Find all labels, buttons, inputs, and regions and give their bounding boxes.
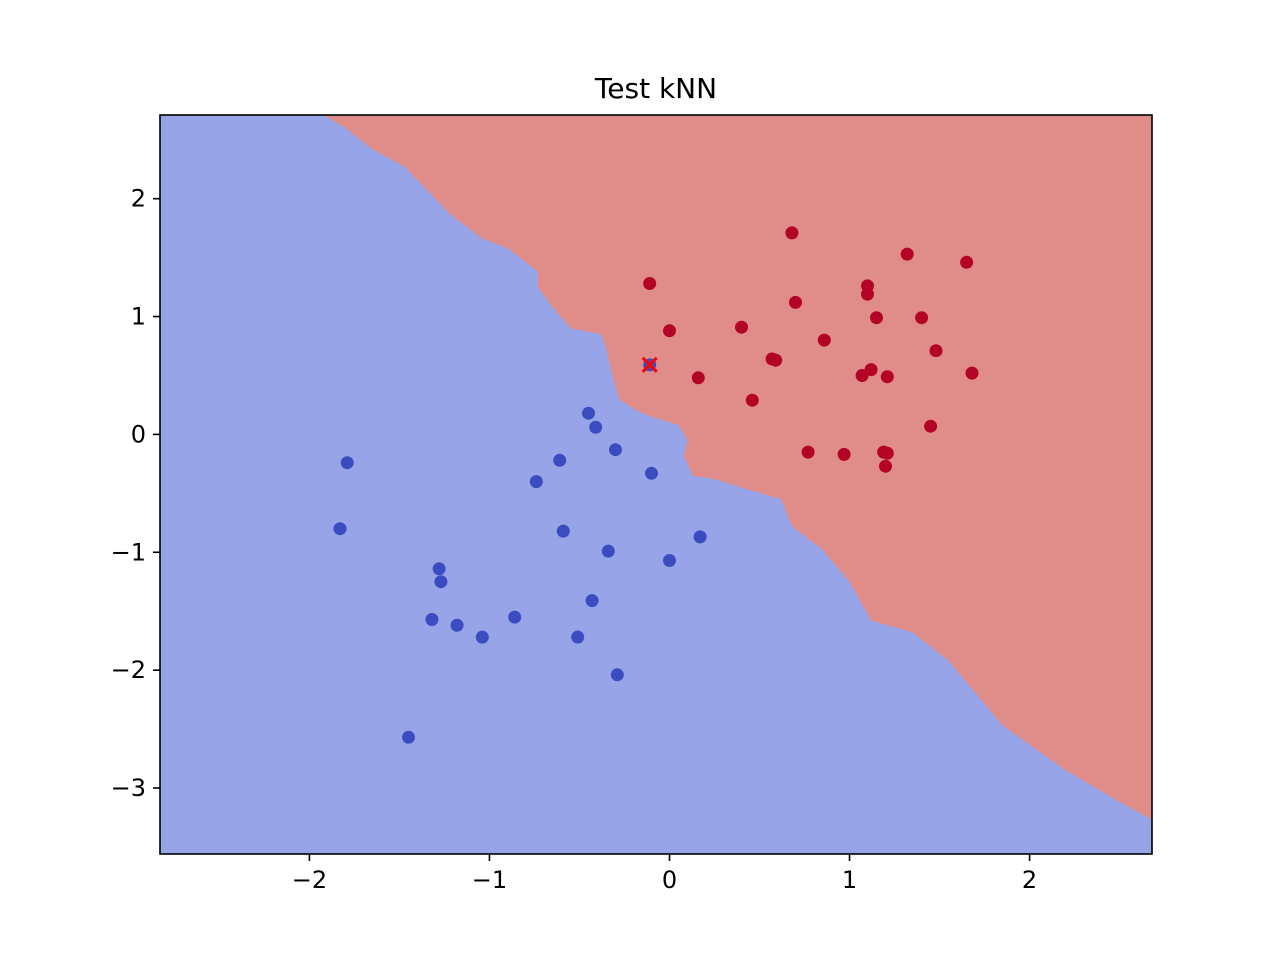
class-0-point bbox=[585, 594, 599, 608]
class-1-point bbox=[691, 371, 705, 385]
y-tick-label: 1 bbox=[131, 303, 146, 331]
x-tick-label: −1 bbox=[472, 866, 507, 894]
class-1-point bbox=[801, 445, 815, 459]
class-1-point bbox=[870, 311, 883, 325]
class-0-point bbox=[589, 420, 603, 434]
y-tick-label: −2 bbox=[111, 656, 146, 684]
class-1-point bbox=[880, 446, 894, 460]
class-1-point bbox=[663, 324, 676, 338]
class-0-point bbox=[610, 668, 624, 682]
x-tick-label: 0 bbox=[662, 866, 677, 894]
y-tick-label: 0 bbox=[131, 420, 146, 448]
class-1-point bbox=[900, 247, 914, 261]
class-0-point bbox=[432, 562, 446, 576]
class-0-point bbox=[645, 466, 658, 480]
x-tick-label: 2 bbox=[1022, 866, 1037, 894]
class-0-point bbox=[434, 575, 448, 589]
y-tick-label: −1 bbox=[111, 538, 146, 566]
class-1-point bbox=[785, 226, 799, 240]
x-tick-label: 1 bbox=[842, 866, 857, 894]
axes-frame bbox=[159, 114, 1153, 855]
class-1-point bbox=[735, 320, 748, 334]
class-0-point bbox=[571, 630, 585, 644]
plot-area bbox=[160, 115, 1152, 854]
class-1-point bbox=[643, 277, 657, 290]
class-1-point bbox=[817, 333, 831, 347]
y-axis: 2 1 0 −1 −2 −3 bbox=[111, 185, 160, 802]
y-tick-label: 2 bbox=[131, 185, 146, 213]
class-1-region bbox=[323, 115, 1152, 820]
class-1-point bbox=[879, 459, 892, 473]
class-1-point bbox=[864, 363, 878, 377]
class-0-point bbox=[609, 443, 622, 457]
chart-title: Test kNN bbox=[594, 72, 717, 105]
class-0-point bbox=[553, 453, 567, 467]
class-0-point bbox=[582, 406, 595, 420]
class-1-point bbox=[861, 287, 874, 301]
x-axis: −2 −1 0 1 2 bbox=[292, 854, 1037, 894]
class-0-point bbox=[333, 522, 347, 536]
class-1-point bbox=[769, 353, 783, 367]
class-0-point bbox=[475, 630, 489, 644]
class-0-point bbox=[693, 530, 707, 544]
class-1-point bbox=[880, 370, 894, 384]
class-1-point bbox=[965, 366, 979, 380]
class-0-point bbox=[663, 554, 676, 567]
class-0-point bbox=[340, 456, 354, 470]
class-0-point bbox=[402, 730, 415, 744]
class-1-point bbox=[745, 393, 759, 407]
class-1-point bbox=[960, 255, 974, 269]
class-1-point bbox=[915, 311, 929, 325]
class-0-point bbox=[425, 613, 439, 626]
class-0-point bbox=[450, 618, 464, 632]
class-1-point bbox=[789, 295, 802, 309]
class-0-point bbox=[556, 524, 570, 538]
class-1-point bbox=[924, 419, 938, 433]
test-point-cross-marker bbox=[641, 356, 658, 373]
y-tick-label: −3 bbox=[111, 774, 146, 802]
x-tick-label: −2 bbox=[292, 866, 327, 894]
class-0-point bbox=[529, 475, 543, 489]
class-0-point bbox=[508, 610, 522, 624]
class-1-point bbox=[837, 447, 851, 461]
class-1-point bbox=[929, 344, 943, 358]
class-0-point bbox=[601, 544, 615, 558]
